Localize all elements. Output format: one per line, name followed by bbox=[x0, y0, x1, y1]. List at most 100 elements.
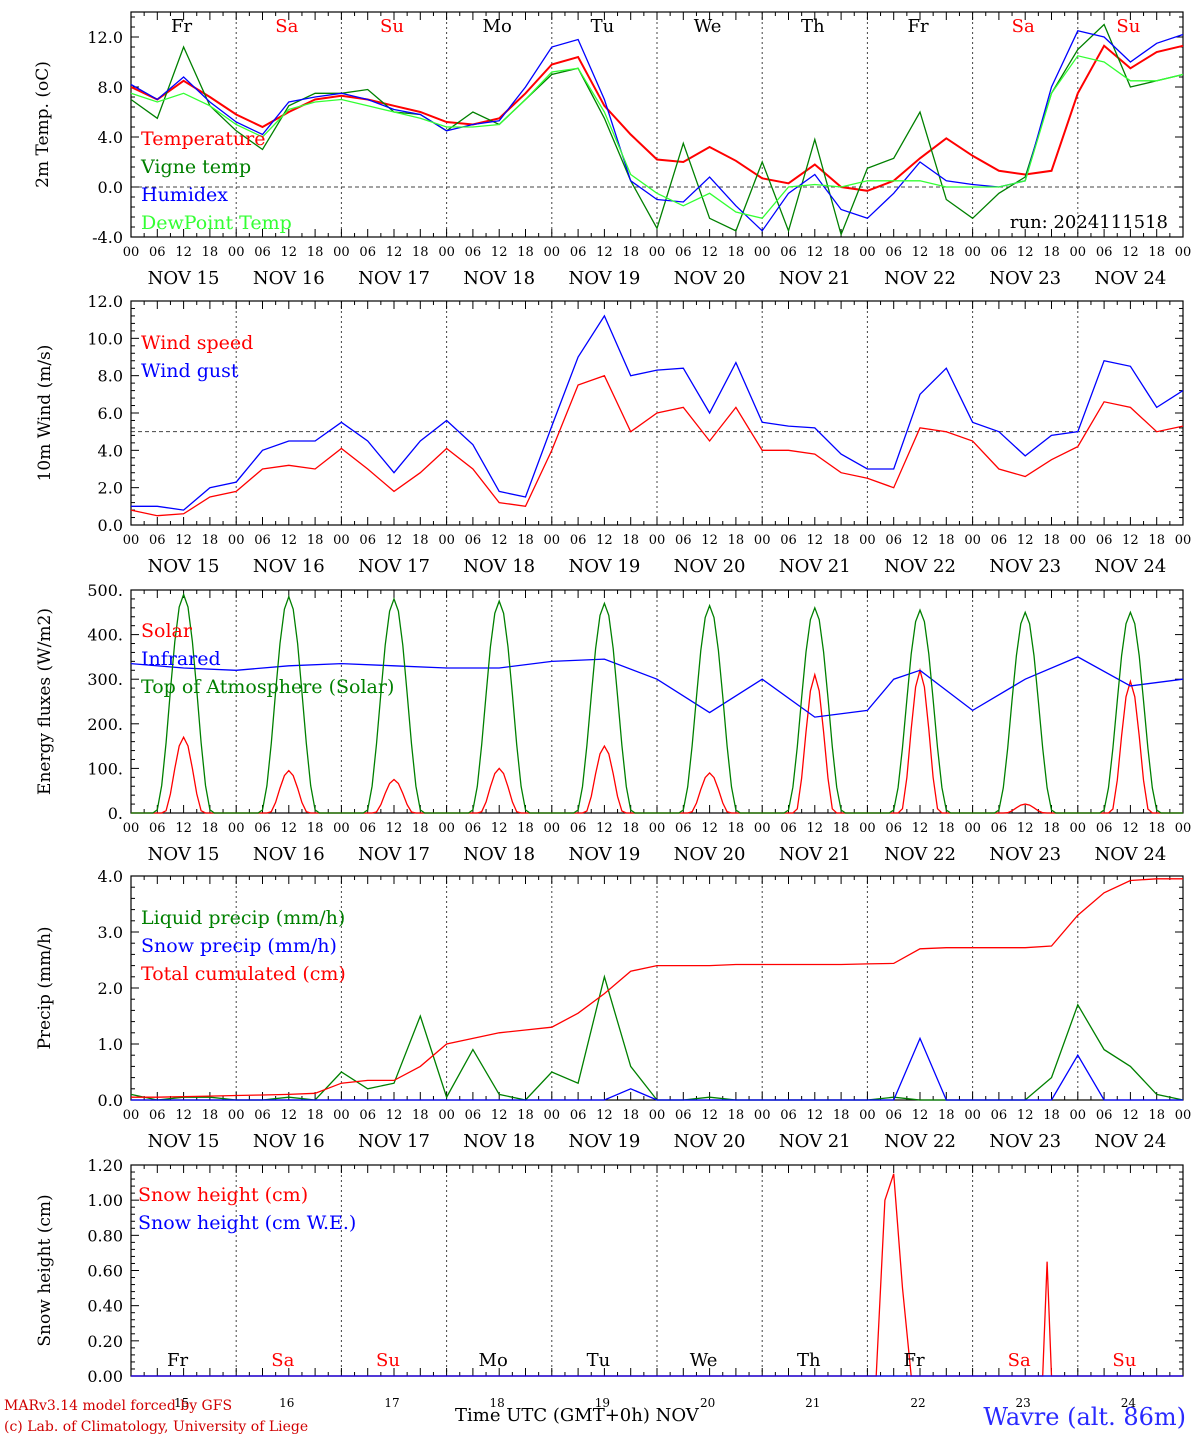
hour-label: 06 bbox=[359, 821, 376, 836]
hour-label: 12 bbox=[386, 245, 403, 260]
hour-label: 12 bbox=[175, 533, 192, 548]
hour-label: 06 bbox=[465, 245, 482, 260]
series-vigne-temp bbox=[130, 23, 1184, 237]
day-name: Mo bbox=[479, 1350, 508, 1371]
hour-label: 18 bbox=[202, 821, 219, 836]
hour-label: 06 bbox=[570, 1108, 587, 1123]
hour-label: 18 bbox=[202, 245, 219, 260]
day-number: 17 bbox=[384, 1396, 399, 1410]
day-name: Fr bbox=[171, 16, 192, 37]
y-axis-label: Snow height (cm) bbox=[35, 1194, 55, 1346]
y-tick-label: 1.0 bbox=[98, 1035, 123, 1054]
run-label: run: 2024111518 bbox=[1010, 212, 1168, 233]
legend-entry: Liquid precip (mm/h) bbox=[141, 907, 345, 929]
date-label: NOV 21 bbox=[779, 1131, 851, 1152]
hour-label: 06 bbox=[885, 1108, 902, 1123]
hour-label: 18 bbox=[622, 533, 639, 548]
hour-label: 12 bbox=[1017, 245, 1034, 260]
hour-label: 18 bbox=[202, 1108, 219, 1123]
day-name: Sa bbox=[275, 16, 298, 37]
hour-label: 06 bbox=[780, 1108, 797, 1123]
hour-label: 12 bbox=[1017, 821, 1034, 836]
hour-label: 00 bbox=[1070, 245, 1087, 260]
day-name: Sa bbox=[1012, 16, 1035, 37]
hour-label: 00 bbox=[1175, 245, 1192, 260]
series-snow-precip-mm-h- bbox=[131, 1036, 1183, 1101]
hour-label: 12 bbox=[1122, 821, 1139, 836]
hour-label: 00 bbox=[438, 533, 455, 548]
hour-label: 00 bbox=[1175, 821, 1192, 836]
hour-label: 00 bbox=[964, 245, 981, 260]
hour-label: 06 bbox=[1096, 821, 1113, 836]
y-tick-label: 0. bbox=[108, 804, 123, 823]
hour-label: 00 bbox=[123, 1108, 140, 1123]
hour-label: 18 bbox=[728, 245, 745, 260]
hour-label: 06 bbox=[885, 533, 902, 548]
hour-label: 18 bbox=[307, 245, 324, 260]
date-label: NOV 18 bbox=[463, 1131, 535, 1152]
hour-label: 18 bbox=[1043, 821, 1060, 836]
y-tick-label: 0.0 bbox=[98, 1091, 123, 1110]
hour-label: 18 bbox=[307, 533, 324, 548]
y-axis-label: 2m Temp. (oC) bbox=[33, 61, 53, 188]
y-tick-label: 100. bbox=[87, 759, 123, 778]
hour-label: 18 bbox=[833, 1108, 850, 1123]
date-label: NOV 18 bbox=[463, 556, 535, 577]
hour-label: 00 bbox=[754, 821, 771, 836]
day-name: Th bbox=[797, 1350, 821, 1371]
day-name: Tu bbox=[587, 1350, 611, 1371]
date-label: NOV 19 bbox=[568, 556, 640, 577]
day-number: 22 bbox=[910, 1396, 925, 1410]
y-tick-label: 400. bbox=[87, 626, 123, 645]
hour-label: 06 bbox=[991, 821, 1008, 836]
y-tick-label: 12.0 bbox=[87, 292, 123, 311]
day-name: Fr bbox=[903, 1350, 924, 1371]
hour-label: 06 bbox=[780, 245, 797, 260]
hour-label: 00 bbox=[964, 821, 981, 836]
hour-label: 00 bbox=[1175, 533, 1192, 548]
hour-label: 06 bbox=[254, 1108, 271, 1123]
hour-label: 12 bbox=[175, 1108, 192, 1123]
panel-precip bbox=[130, 875, 1184, 1101]
hour-label: 06 bbox=[991, 245, 1008, 260]
hour-label: 12 bbox=[807, 533, 824, 548]
y-tick-label: 2.0 bbox=[98, 479, 123, 498]
y-tick-label: 1.20 bbox=[87, 1156, 123, 1175]
hour-label: 00 bbox=[123, 821, 140, 836]
day-number: 15 bbox=[174, 1396, 189, 1410]
hour-label: 06 bbox=[1096, 245, 1113, 260]
hour-label: 06 bbox=[991, 533, 1008, 548]
hour-label: 00 bbox=[544, 821, 561, 836]
date-label: NOV 18 bbox=[463, 844, 535, 865]
hour-label: 00 bbox=[333, 821, 350, 836]
hour-label: 18 bbox=[1148, 533, 1165, 548]
hour-label: 00 bbox=[123, 533, 140, 548]
hour-label: 06 bbox=[885, 821, 902, 836]
hour-label: 18 bbox=[1043, 533, 1060, 548]
hour-label: 18 bbox=[622, 821, 639, 836]
hour-label: 00 bbox=[228, 1108, 245, 1123]
hour-label: 12 bbox=[1017, 1108, 1034, 1123]
legend-entry: Wind speed bbox=[141, 332, 253, 354]
hour-label: 18 bbox=[202, 533, 219, 548]
series-wind-gust bbox=[131, 314, 1184, 511]
hour-label: 12 bbox=[912, 821, 929, 836]
hour-label: 06 bbox=[1096, 1108, 1113, 1123]
hour-label: 18 bbox=[728, 1108, 745, 1123]
day-name: Tu bbox=[591, 16, 615, 37]
day-number: 23 bbox=[1016, 1396, 1031, 1410]
hour-label: 00 bbox=[859, 1108, 876, 1123]
hour-label: 18 bbox=[1148, 1108, 1165, 1123]
day-name: Su bbox=[1112, 1350, 1136, 1371]
hour-label: 18 bbox=[622, 245, 639, 260]
y-tick-label: 0.0 bbox=[98, 178, 123, 197]
credit-lab: (c) Lab. of Climatology, University of L… bbox=[4, 1419, 309, 1435]
legend-entry: Total cumulated (cm) bbox=[141, 963, 346, 985]
hour-label: 12 bbox=[912, 1108, 929, 1123]
hour-label: 00 bbox=[649, 1108, 666, 1123]
date-label: NOV 21 bbox=[779, 844, 851, 865]
hour-label: 12 bbox=[912, 245, 929, 260]
day-name: Mo bbox=[483, 16, 512, 37]
hour-label: 18 bbox=[412, 1108, 429, 1123]
